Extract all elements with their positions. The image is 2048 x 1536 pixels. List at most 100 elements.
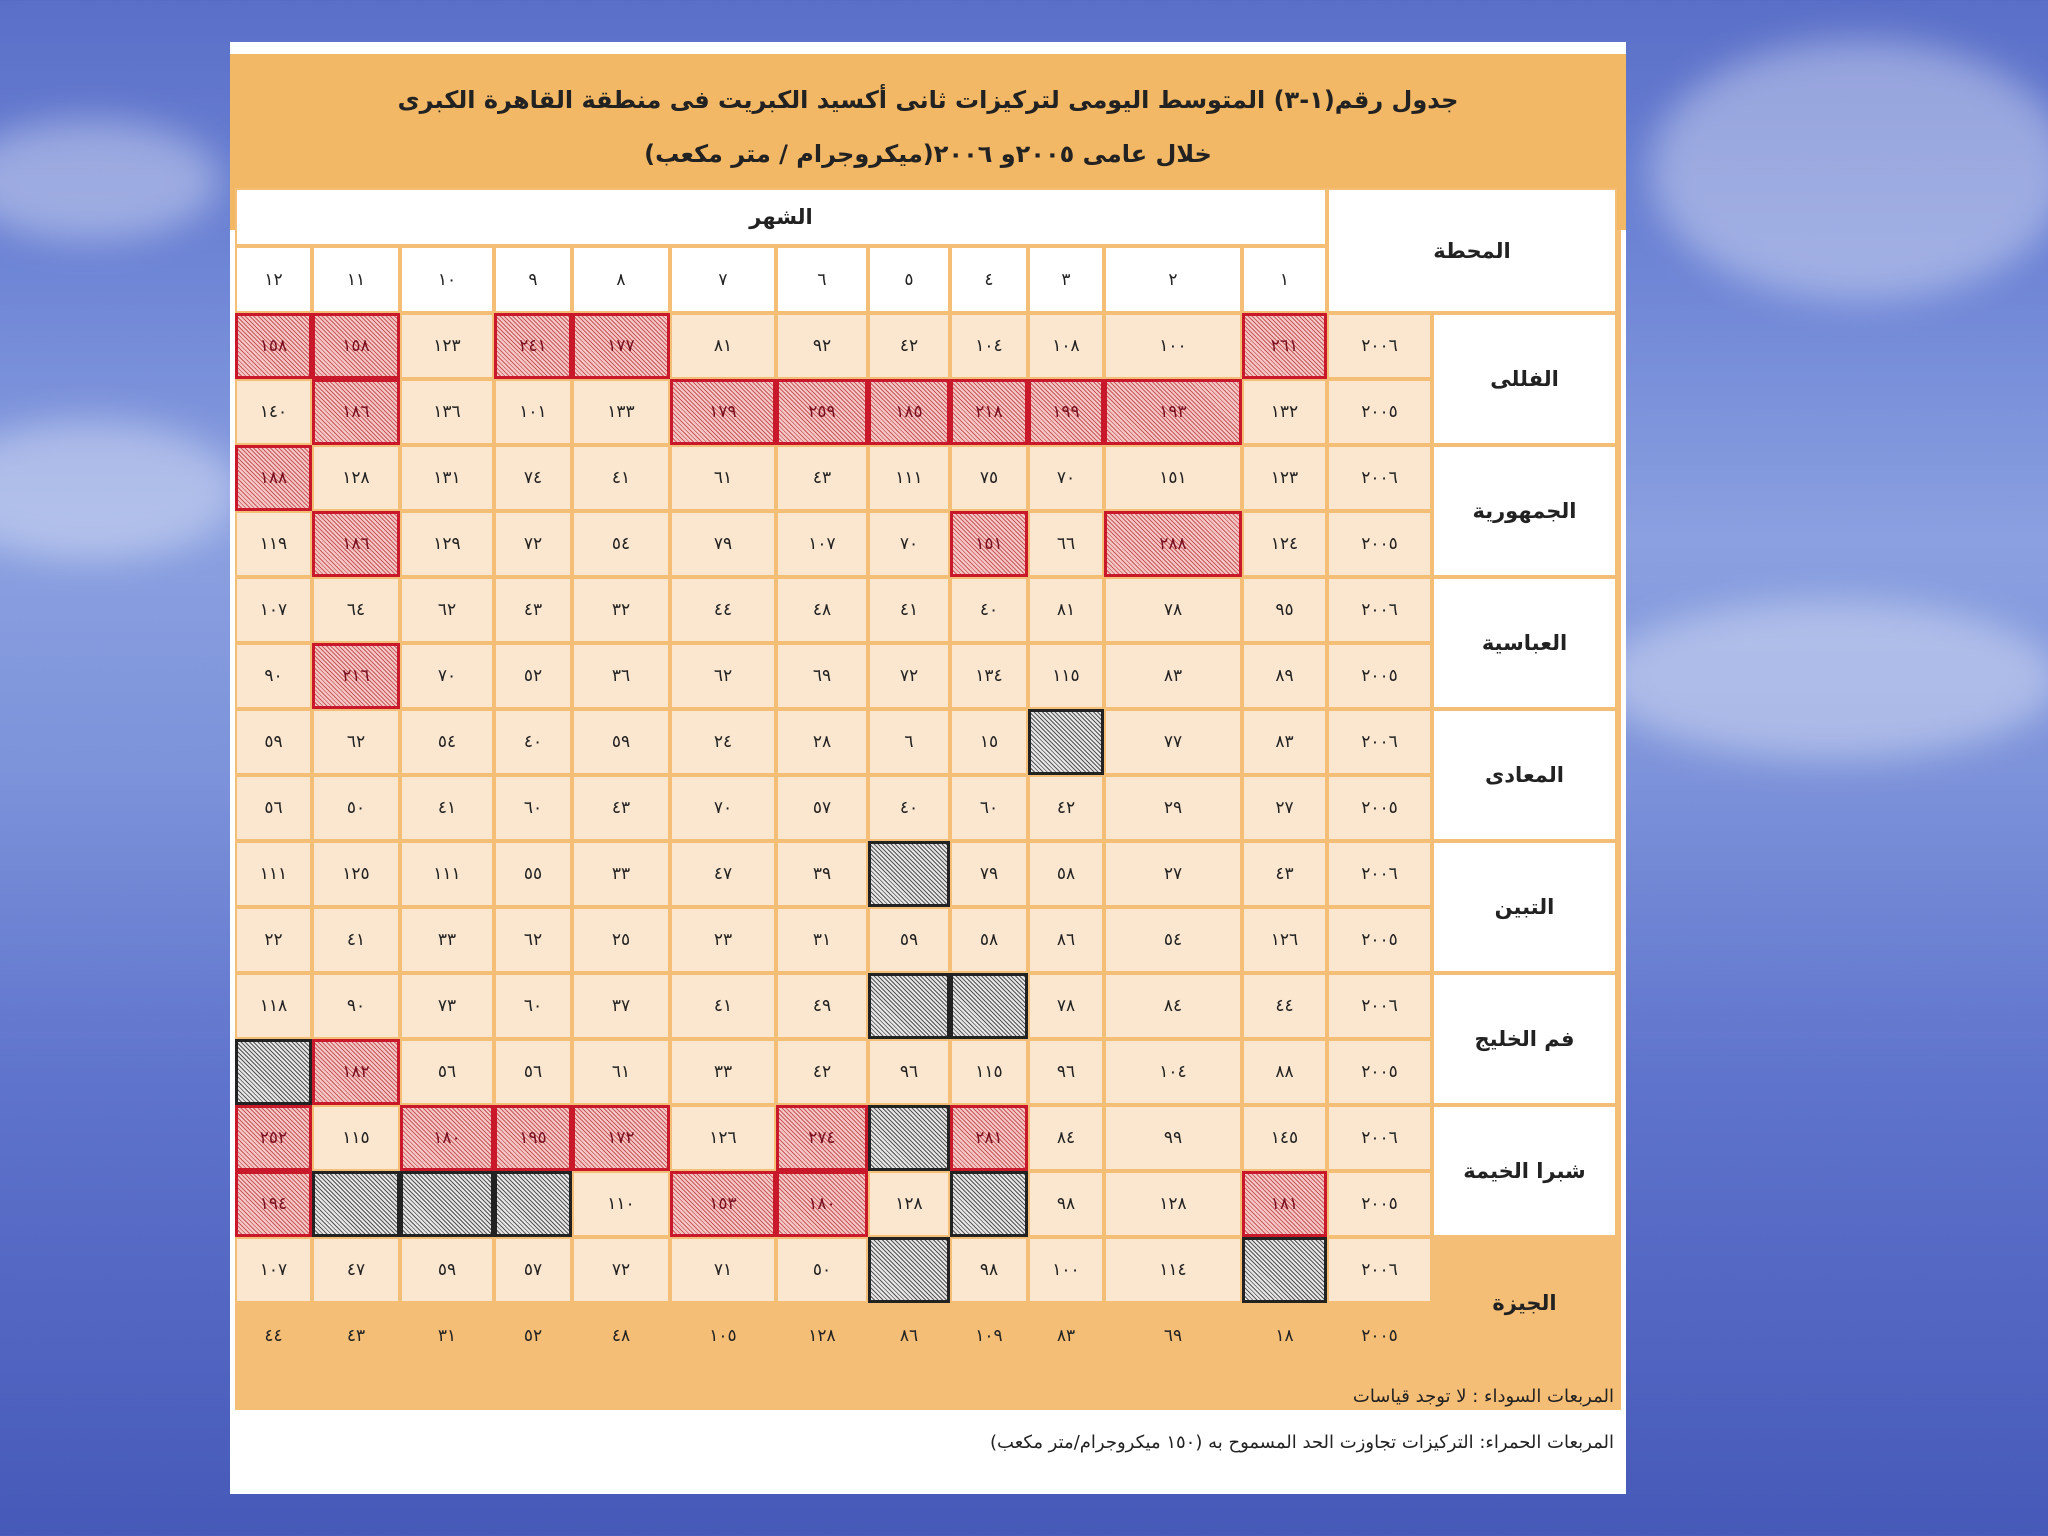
data-cell: ٢٨ [776,709,868,775]
bg-streak [0,420,240,560]
data-cell: ١١٨ [235,973,312,1039]
data-cell: ٨٩ [1242,643,1327,709]
data-cell: ٢٥ [572,907,670,973]
data-cell: ٥٨ [1028,841,1104,907]
data-cell: ١٩٤ [235,1171,312,1237]
data-cell: ١٠٠ [1104,313,1242,379]
data-cell: ١٧٩ [670,379,776,445]
data-cell: ٣٧ [572,973,670,1039]
data-cell: ٨٦ [899,1326,919,1346]
data-cell: ١٥ [950,709,1028,775]
data-cell: ٢٢ [235,907,312,973]
data-cell: ٦٤ [312,577,400,643]
month-header-3: ٣ [1028,246,1104,313]
data-cell: ١٩٩ [1028,379,1104,445]
data-cell: ٧٠ [868,511,950,577]
station-name: الجيزة [1492,1291,1557,1315]
data-cell: ٤١ [670,973,776,1039]
data-cell: ٥٦ [494,1039,572,1105]
data-cell: ٢٥٩ [776,379,868,445]
data-cell: ٨٦ [1028,907,1104,973]
data-cell: ١١١ [400,841,494,907]
year-cell: ٢٠٠٥ [1327,907,1432,973]
month-header-2: ٢ [1104,246,1242,313]
data-cell: ١٤٥ [1242,1105,1327,1171]
data-cell: ٥٧ [776,775,868,841]
data-cell: ٨٨ [1242,1039,1327,1105]
station-name: العباسية [1432,577,1617,709]
data-cell: ٤١ [312,907,400,973]
month-header-11: ١١ [312,246,400,313]
data-cell: ٧٢ [494,511,572,577]
data-cell: ٥٢ [523,1326,543,1346]
data-cell: ٥٠ [312,775,400,841]
data-cell: ٧٢ [572,1237,670,1303]
data-cell: ٤١ [400,775,494,841]
data-cell: ١٠٧ [235,577,312,643]
data-cell: ١١٤ [1104,1237,1242,1303]
data-cell: ١٧٢ [572,1105,670,1171]
bg-streak [1650,40,2048,300]
data-cell [235,1039,312,1105]
data-cell [1242,1237,1327,1303]
table-subtitle: خلال عامى ٢٠٠٥و ٢٠٠٦(ميكروجرام / متر مكع… [644,140,1212,168]
data-cell: ١٠٥ [709,1326,737,1346]
data-cell: ٦٢ [400,577,494,643]
data-cell: ٢٣ [670,907,776,973]
data-cell: ٦٩ [1163,1326,1183,1346]
data-cell: ١١٥ [950,1039,1028,1105]
data-cell: ٧٠ [400,643,494,709]
data-cell: ٤٣ [494,577,572,643]
data-cell: ١٣٣ [572,379,670,445]
data-cell: ٥٨ [950,907,1028,973]
data-cell: ٩٠ [235,643,312,709]
data-cell [400,1171,494,1237]
data-cell: ٩٦ [1028,1039,1104,1105]
data-cell: ٩٥ [1242,577,1327,643]
data-cell: ٧٠ [670,775,776,841]
data-cell [868,973,950,1039]
data-cell: ٤٠ [494,709,572,775]
data-cell: ١٠٤ [950,313,1028,379]
month-header-9: ٩ [494,246,572,313]
data-cell: ٥٤ [572,511,670,577]
data-cell: ٤٠ [950,577,1028,643]
data-cell: ١٧٧ [572,313,670,379]
data-cell: ٢٩ [1104,775,1242,841]
data-cell: ٦٠ [494,973,572,1039]
data-cell: ١٠٠ [1028,1237,1104,1303]
data-cell: ١٢٨ [868,1171,950,1237]
table-title: جدول رقم(١-٣) المتوسط اليومى لتركيزات ثا… [397,86,1459,114]
data-cell: ١٢٣ [400,313,494,379]
data-cell [1028,709,1104,775]
data-cell: ٦٢ [670,643,776,709]
data-cell: ٤٤ [670,577,776,643]
data-cell: ٦٦ [1028,511,1104,577]
data-cell: ٦٠ [950,775,1028,841]
month-header: الشهر [235,188,1327,246]
data-cell: ٨٣ [1242,709,1327,775]
data-cell: ٤١ [868,577,950,643]
data-cell: ١٠٨ [1028,313,1104,379]
data-cell: ٩٨ [1028,1171,1104,1237]
data-cell: ٩٠ [312,973,400,1039]
data-cell [312,1171,400,1237]
data-cell: ١١٥ [312,1105,400,1171]
data-cell [950,1171,1028,1237]
data-cell: ١٢٣ [1242,445,1327,511]
station-name: الجمهورية [1432,445,1617,577]
month-header-5: ٥ [868,246,950,313]
data-cell: ٧٩ [670,511,776,577]
data-cell: ٦١ [572,1039,670,1105]
data-cell: ١٨٦ [312,379,400,445]
year-cell: ٢٠٠٦ [1327,709,1432,775]
data-cell: ١١٩ [235,511,312,577]
year-cell: ٢٠٠٥ [1327,643,1432,709]
note-red-squares: المربعات الحمراء: التركيزات تجاوزت الحد … [990,1432,1614,1453]
data-cell: ١٢٨ [1104,1171,1242,1237]
data-cell: ١٤٠ [235,379,312,445]
data-cell: ٤٣ [572,775,670,841]
station-name: فم الخليج [1432,973,1617,1105]
data-cell: ٤٧ [312,1237,400,1303]
data-cell: ٩٨ [950,1237,1028,1303]
